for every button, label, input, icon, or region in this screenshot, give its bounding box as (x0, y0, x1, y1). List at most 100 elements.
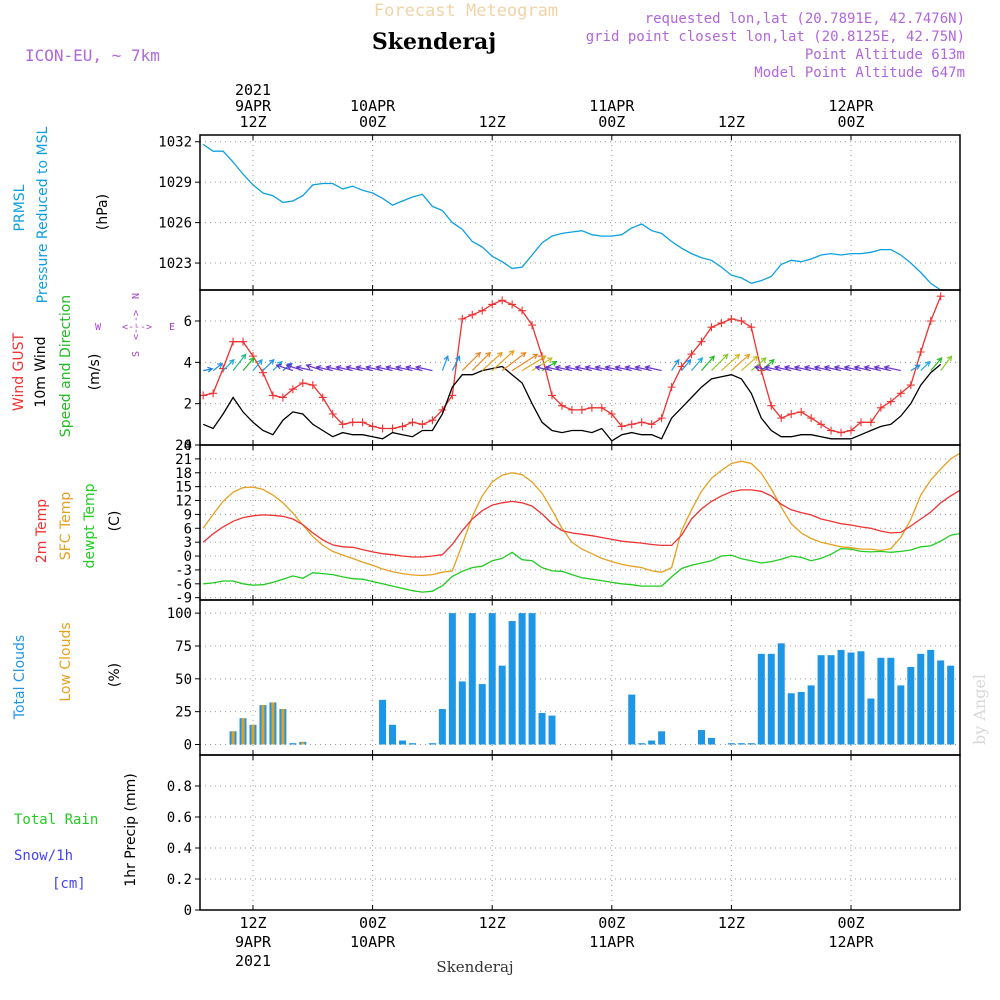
gust-marker (707, 323, 716, 332)
total-cloud-bar (289, 743, 297, 745)
y-tick-label: -6 (175, 577, 192, 593)
gust-marker (827, 426, 836, 435)
bottom-time-label: 12APR (828, 933, 874, 951)
panel-label: Wind GUST (11, 332, 27, 411)
top-time-label: 2021 (235, 81, 271, 99)
point-altitude: Point Altitude 613m (805, 47, 965, 63)
gust-marker (458, 314, 467, 323)
wind-direction-arrow (501, 351, 527, 372)
bottom-time-label: 12Z (239, 914, 266, 932)
gust-marker (468, 310, 477, 319)
gust-marker (388, 424, 397, 433)
low-cloud-bar (251, 724, 255, 745)
gust-marker (518, 306, 527, 315)
total-cloud-bar (408, 743, 416, 745)
bottom-time-label: 2021 (235, 952, 271, 970)
wind-direction-arrow (750, 357, 767, 372)
total-cloud-bar (468, 613, 476, 745)
pressure-series-line (202, 143, 942, 290)
y-tick-label: 18 (175, 466, 192, 482)
panel-label: Total Rain (14, 812, 98, 828)
total-cloud-bar (518, 613, 526, 745)
gust-marker (229, 337, 238, 346)
gust-marker (298, 379, 307, 387)
gust-marker (378, 424, 387, 433)
total-cloud-bar (807, 685, 815, 745)
panel-label: 1hr Precip (mm) (123, 773, 139, 886)
gridpoint-coords: grid point closest lon,lat (20.8125E, 42… (586, 29, 965, 45)
wind-direction-arrow (511, 353, 539, 372)
gust-marker (398, 422, 407, 431)
gust-marker (687, 350, 696, 359)
gust-marker (607, 410, 616, 418)
gust-marker (358, 418, 367, 427)
y-tick-label: 9 (184, 507, 192, 523)
footer-location: Skenderaj (436, 958, 513, 976)
total-cloud-bar (538, 712, 546, 745)
total-cloud-bar (438, 709, 446, 745)
compass-n: N (131, 293, 142, 299)
wind-direction-arrow (295, 365, 313, 372)
y-tick-label: 0.6 (167, 810, 192, 826)
total-cloud-bar (837, 649, 845, 745)
wind-direction-arrow (212, 362, 224, 372)
total-cloud-bar (399, 740, 406, 745)
y-tick-label: 24 (175, 438, 192, 454)
total-cloud-bar (498, 665, 506, 745)
total-cloud-bar (628, 694, 636, 745)
total-cloud-bar (508, 621, 516, 745)
y-tick-label: 1029 (158, 175, 192, 191)
panel-frame (199, 599, 961, 756)
gust-marker (866, 418, 875, 427)
panels: 1023 1026 1029 1032 PRMSL Pressure Reduced to… (11, 126, 961, 919)
panel-label: (hPa) (95, 194, 111, 230)
gust-marker (926, 317, 935, 325)
y-tick-label: 12 (175, 494, 192, 510)
wind-direction-arrow (451, 355, 461, 371)
wind-direction-arrow (701, 355, 715, 371)
y-tick-label: 1023 (158, 256, 192, 272)
panel-frame (199, 754, 961, 911)
wind-direction-arrow (920, 360, 931, 372)
gust-marker (557, 401, 566, 410)
panel-frame (199, 134, 961, 291)
gust-marker (338, 420, 347, 429)
total-cloud-bar (857, 651, 865, 745)
total-cloud-bar (737, 743, 745, 745)
gust-marker (408, 418, 417, 427)
panel-label: Total Clouds (12, 635, 28, 720)
y-tick-label: 25 (175, 705, 192, 721)
compass-s: S (131, 351, 142, 357)
gust-marker (278, 393, 287, 402)
gust-marker (627, 420, 636, 429)
wind-direction-arrow (262, 358, 275, 372)
total-cloud-bar (707, 737, 715, 745)
y-tick-label: 100 (167, 606, 192, 622)
low-cloud-bar (241, 718, 245, 745)
wind-direction-arrow (471, 351, 492, 372)
panel-label: PRMSL (12, 184, 28, 231)
bottom-time-label: 00Z (598, 914, 625, 932)
y-tick-label: 4 (184, 355, 192, 371)
bottom-time-label: 00Z (837, 914, 864, 932)
y-tick-label: 0.8 (167, 779, 192, 795)
wind-direction-arrow (711, 353, 729, 372)
panel-label: Pressure Reduced to MSL (35, 126, 51, 303)
panel-label: SFC Temp (58, 492, 74, 561)
clouds-panel: 0 25 50 75 100 Total Clouds Low Clouds (%) (12, 599, 961, 756)
requested-coords: requested lon,lat (20.7891E, 42.7476N) (645, 11, 965, 27)
bottom-time-label: 9APR (235, 933, 272, 951)
wind-series-line (202, 363, 942, 442)
gust-marker (418, 420, 427, 429)
panel-label: dewpt Temp (82, 483, 98, 568)
panel-label: [cm] (52, 876, 86, 892)
wind-direction-arrow (721, 353, 741, 372)
total-cloud-bar (458, 681, 466, 745)
panel-label: (m/s) (87, 354, 103, 391)
top-time-label: 12APR (828, 97, 874, 115)
wind-direction-arrow (461, 351, 482, 372)
wind-plot (200, 292, 953, 442)
wind-direction-arrow (691, 357, 704, 371)
panel-label: 10m Wind (33, 336, 49, 407)
credit-watermark: by Angel (970, 674, 989, 745)
